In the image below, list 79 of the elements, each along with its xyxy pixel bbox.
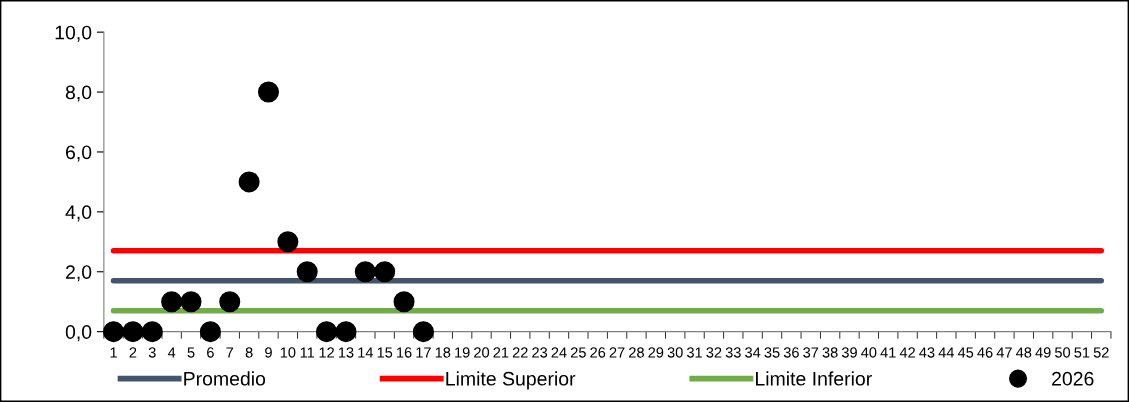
x-tick-label: 40 [861,347,877,358]
x-tick-label: 4 [167,347,176,358]
point [257,81,280,103]
point [354,261,376,283]
point [335,321,357,343]
x-tick-label: 25 [570,347,586,358]
x-tick-label: 48 [1016,347,1032,358]
x-tick-label: 41 [880,347,896,358]
x-tick-label: 50 [1054,347,1071,358]
y-tick-label: 2,0 [66,265,92,282]
x-tick-label: 9 [265,347,272,358]
x-tick-label: 46 [977,347,993,358]
point [103,321,125,343]
point [277,231,299,253]
x-tick-label: 44 [938,347,954,358]
x-tick-label: 16 [397,347,412,358]
x-tick-label: 27 [609,347,625,358]
x-tick-label: 2 [129,347,137,358]
x-tick-label: 11 [300,347,315,358]
point [141,321,163,343]
x-tick-label: 31 [687,347,702,358]
point [412,321,434,343]
x-tick-label: 32 [706,347,722,358]
y-tick-label: 6,0 [66,145,92,162]
x-tick-label: 30 [667,347,683,358]
x-tick-label: 39 [841,347,857,358]
y-tick-label: 8,0 [65,85,92,102]
point [374,261,396,283]
y-tick-label: 10,0 [55,25,92,42]
x-tick-label: 28 [629,347,644,358]
x-tick-label: 10 [280,347,296,358]
x-tick-label: 1 [110,347,117,358]
x-tick-label: 19 [455,347,470,358]
x-tick-label: 47 [996,347,1012,358]
x-tick-label: 15 [377,347,393,358]
point [238,171,260,193]
x-tick-label: 8 [245,347,253,358]
x-tick-label: 23 [532,347,548,358]
point [122,321,144,343]
y-tick-label: 4,0 [65,205,92,222]
point [161,291,183,313]
x-tick-label: 3 [148,347,156,358]
x-tick-label: 22 [512,347,528,358]
x-tick-label: 43 [919,347,935,358]
y-tick-label: 0,0 [65,325,92,342]
x-tick-label: 38 [822,347,838,358]
x-tick-label: 34 [745,347,761,358]
x-tick-label: 33 [725,347,741,358]
x-tick-label: 7 [226,347,234,358]
legend-label: 2026 [1052,371,1094,386]
x-tick-label: 14 [358,347,373,358]
x-tick-label: 45 [957,347,974,358]
x-tick-label: 26 [590,347,606,358]
x-tick-label: 6 [207,347,214,358]
x-tick-label: 20 [474,347,490,358]
x-tick-label: 24 [551,347,567,358]
x-tick-label: 12 [319,347,334,358]
x-tick-label: 36 [783,347,799,358]
x-tick-label: 21 [493,347,509,358]
x-tick-label: 51 [1074,347,1090,358]
legend-label: Limite Superior [446,371,576,390]
point [219,291,241,313]
x-tick-label: 35 [764,347,780,358]
point [393,291,415,313]
legend-label: Limite Inferior [756,371,872,386]
x-tick-label: 13 [338,347,354,358]
x-tick-label: 49 [1035,347,1051,358]
point [296,261,318,283]
x-tick-label: 18 [435,347,451,358]
x-tick-label: 5 [187,347,195,358]
legend-label: Promedio [184,371,266,386]
point [199,321,221,343]
point [316,321,338,343]
x-tick-label: 29 [648,347,664,358]
x-tick-label: 17 [416,347,431,358]
x-tick-label: 37 [803,347,819,358]
point [180,291,202,313]
x-tick-label: 52 [1093,347,1109,358]
x-tick-label: 42 [899,347,915,358]
